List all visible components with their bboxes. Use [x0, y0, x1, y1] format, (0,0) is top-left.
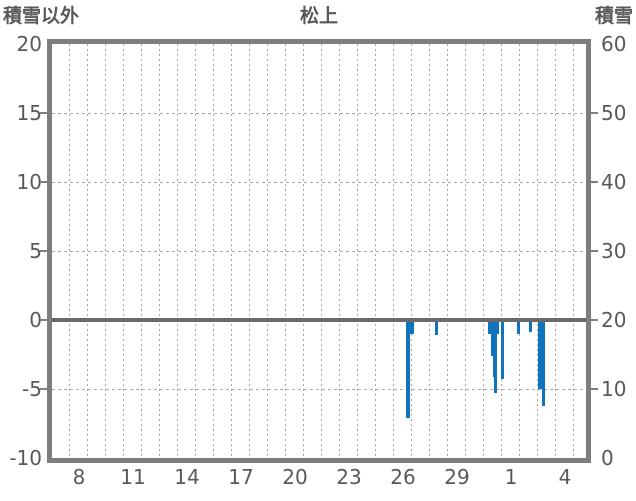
axis-tick-mark-right	[591, 319, 598, 321]
y-axis-tick-label-left: 20	[16, 32, 42, 56]
precipitation-bar	[487, 320, 491, 334]
precipitation-bar	[542, 320, 546, 406]
x-axis-tick-label: 29	[444, 465, 470, 489]
precipitation-bar	[529, 320, 532, 333]
chart-title: 松上	[299, 5, 338, 27]
precipitation-bar	[410, 320, 414, 334]
x-axis-tick-label: 4	[558, 465, 572, 489]
axis-tick-mark-left	[40, 181, 47, 183]
axis-tick-mark-right	[591, 112, 598, 114]
x-axis-tick-label: 23	[336, 465, 362, 489]
gridline-horizontal	[52, 250, 586, 252]
axis-tick-mark-right	[591, 388, 598, 390]
y-axis-tick-label-left: 0	[29, 308, 42, 332]
y-axis-tick-label-left: 5	[29, 239, 42, 263]
precipitation-bar	[516, 320, 520, 334]
zero-line	[52, 318, 586, 322]
x-axis-tick-label: 26	[390, 465, 416, 489]
y-axis-tick-label-right: 10	[601, 377, 627, 401]
precipitation-bar	[435, 320, 439, 336]
y-axis-tick-label-right: 50	[601, 101, 627, 125]
y-axis-tick-label-right: 0	[601, 446, 614, 470]
y-axis-tick-label-left: 10	[16, 170, 42, 194]
gridline-horizontal	[52, 388, 586, 390]
axis-tick-mark-right	[591, 250, 598, 252]
precipitation-bar	[490, 320, 493, 356]
axis-tick-mark-right	[591, 181, 598, 183]
gridline-horizontal	[52, 112, 586, 114]
x-axis-tick-label: 11	[120, 465, 146, 489]
x-axis-tick-label: 8	[72, 465, 86, 489]
axis-tick-mark-left	[40, 112, 47, 114]
y-axis-tick-label-right: 30	[601, 239, 627, 263]
x-axis-tick-label: 20	[282, 465, 308, 489]
x-axis-tick-label: 17	[228, 465, 254, 489]
axis-tick-mark-left	[40, 388, 47, 390]
precipitation-bar	[406, 320, 411, 418]
y-axis-tick-label-left: -10	[9, 446, 42, 470]
precipitation-bar	[537, 320, 542, 389]
gridline-horizontal	[52, 181, 586, 183]
precipitation-bar	[496, 320, 499, 334]
left-axis-title: 積雪以外	[3, 5, 80, 27]
axis-tick-mark-left	[40, 250, 47, 252]
y-axis-tick-label-right: 60	[601, 32, 627, 56]
plot-area	[47, 39, 591, 463]
axis-tick-mark-left	[40, 319, 47, 321]
right-axis-title: 積雪	[594, 5, 633, 27]
x-axis-tick-label: 1	[504, 465, 518, 489]
y-axis-tick-label-left: 15	[16, 101, 42, 125]
y-axis-tick-label-right: 20	[601, 308, 627, 332]
precipitation-bar	[492, 320, 495, 377]
y-axis-tick-label-right: 40	[601, 170, 627, 194]
x-axis-tick-label: 14	[174, 465, 200, 489]
precipitation-bar	[501, 320, 505, 380]
precipitation-bar	[493, 320, 497, 394]
y-axis-tick-label-left: -5	[22, 377, 42, 401]
